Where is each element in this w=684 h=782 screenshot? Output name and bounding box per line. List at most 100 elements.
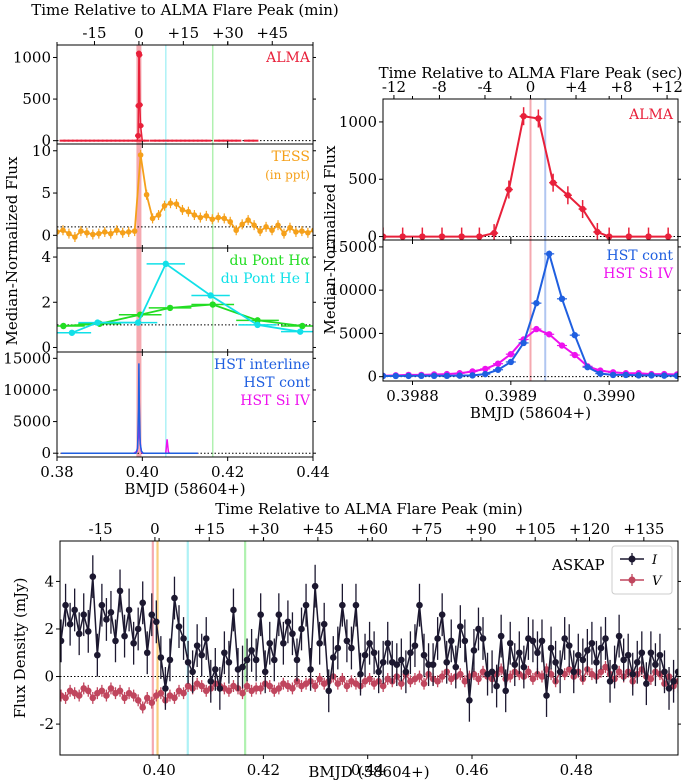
series-point-I: [488, 668, 496, 676]
series-point-I: [652, 661, 659, 668]
series-point: [609, 371, 617, 379]
plot-area: [383, 240, 678, 381]
series-point: [533, 325, 540, 333]
series-point-I: [270, 656, 278, 664]
series-point: [66, 230, 72, 237]
series-point-I: [602, 635, 609, 642]
series-point: [60, 322, 67, 330]
series-point-V: [538, 673, 546, 680]
legend-box: [611, 545, 673, 595]
left-tess-y-tick-label: 0: [41, 226, 51, 244]
series-point-I: [257, 611, 264, 619]
series-point: [94, 319, 101, 326]
series-point-V: [339, 675, 346, 683]
series-point: [494, 366, 502, 373]
series-point-V: [311, 682, 319, 690]
series-point: [239, 221, 245, 228]
series-point-I: [307, 666, 314, 673]
left-top-tick-label: 0: [134, 24, 144, 42]
series-point-V: [62, 694, 69, 702]
legend-tess: TESS: [272, 149, 311, 165]
legend-dupont: du Pont Hα: [230, 253, 311, 269]
series-point: [245, 217, 251, 223]
series-point-V: [157, 689, 165, 697]
left-dupont-y-tick-label: 4: [41, 248, 51, 266]
right-top-tick-label: -12: [382, 78, 406, 96]
series-point: [251, 222, 257, 228]
series-point-V: [525, 668, 532, 676]
series-point: [143, 191, 150, 198]
series-point-V: [75, 692, 83, 699]
series-point-V: [134, 697, 142, 704]
legend-dupont: du Pont He I: [221, 271, 310, 287]
series-point-I: [157, 654, 165, 661]
right-alma-y-tick-label: 1000: [339, 113, 377, 131]
legend-hst: HST cont: [607, 248, 674, 264]
series-point-I: [606, 677, 614, 685]
legend-label: V: [652, 574, 663, 589]
series-point: [254, 321, 261, 329]
series-point-I: [565, 642, 573, 649]
askap-frame: [59, 540, 679, 756]
series-point: [535, 115, 542, 122]
series-point: [131, 228, 138, 234]
series-point: [507, 350, 515, 358]
series-point: [137, 152, 144, 158]
series-point: [162, 260, 169, 268]
series-point: [482, 370, 489, 378]
askap-ylabel: Flux Density (mJy): [11, 578, 29, 719]
series-point-I: [189, 668, 196, 676]
series-point-V: [239, 689, 246, 697]
series-point-I: [661, 668, 668, 676]
series-point-I: [298, 625, 305, 633]
askap-y-tick-label: -2: [39, 715, 54, 733]
series-point-V: [130, 692, 137, 699]
series-point-I: [71, 606, 78, 614]
askap-x-tick-label: 0.48: [560, 761, 593, 779]
series-point-I: [538, 637, 546, 645]
series-point-I: [611, 663, 618, 671]
series-point: [456, 372, 463, 379]
series-point-I: [443, 658, 451, 666]
series-point-I: [239, 663, 246, 671]
series-point-I: [379, 658, 387, 666]
series-point: [584, 363, 591, 371]
series-point-I: [302, 601, 310, 609]
legend-marker: [628, 576, 636, 584]
series-point: [209, 301, 216, 308]
left-top-tick-label: +15: [168, 24, 200, 42]
right-hst-y-tick-label: 0: [367, 368, 377, 386]
series-point-I: [130, 639, 137, 647]
series-point-I: [466, 697, 473, 704]
series-point-I: [593, 658, 600, 666]
series-point: [57, 229, 60, 235]
series-point-I: [62, 601, 69, 609]
left-top-title: Time Relative to ALMA Flare Peak (min): [31, 1, 339, 19]
series-point: [299, 322, 306, 330]
series-point: [664, 233, 672, 240]
left-dupont-y-tick-label: 2: [41, 293, 51, 311]
legend-hst: HST Si IV: [603, 266, 674, 282]
series-point-I: [289, 630, 296, 638]
series-point-I: [570, 668, 578, 676]
series-point-V: [139, 704, 147, 711]
series-point: [179, 207, 186, 213]
series-point-I: [674, 668, 678, 676]
series-point: [134, 319, 142, 326]
series-point: [96, 230, 102, 237]
series-point: [443, 372, 451, 380]
series-point-I: [339, 601, 346, 609]
series-point-V: [171, 694, 178, 702]
left-top-tick-label: +30: [212, 24, 244, 42]
series-point-V: [529, 675, 537, 683]
series-point: [405, 372, 412, 380]
series-point-V: [89, 694, 97, 702]
series-point-I: [493, 682, 500, 690]
series-point-V: [597, 668, 605, 676]
series-point-V: [366, 675, 373, 683]
legend-hst: HST interline: [214, 357, 310, 373]
series-point-I: [153, 618, 160, 626]
series-point-I: [357, 670, 364, 678]
left-top-tick-label: +45: [256, 24, 288, 42]
